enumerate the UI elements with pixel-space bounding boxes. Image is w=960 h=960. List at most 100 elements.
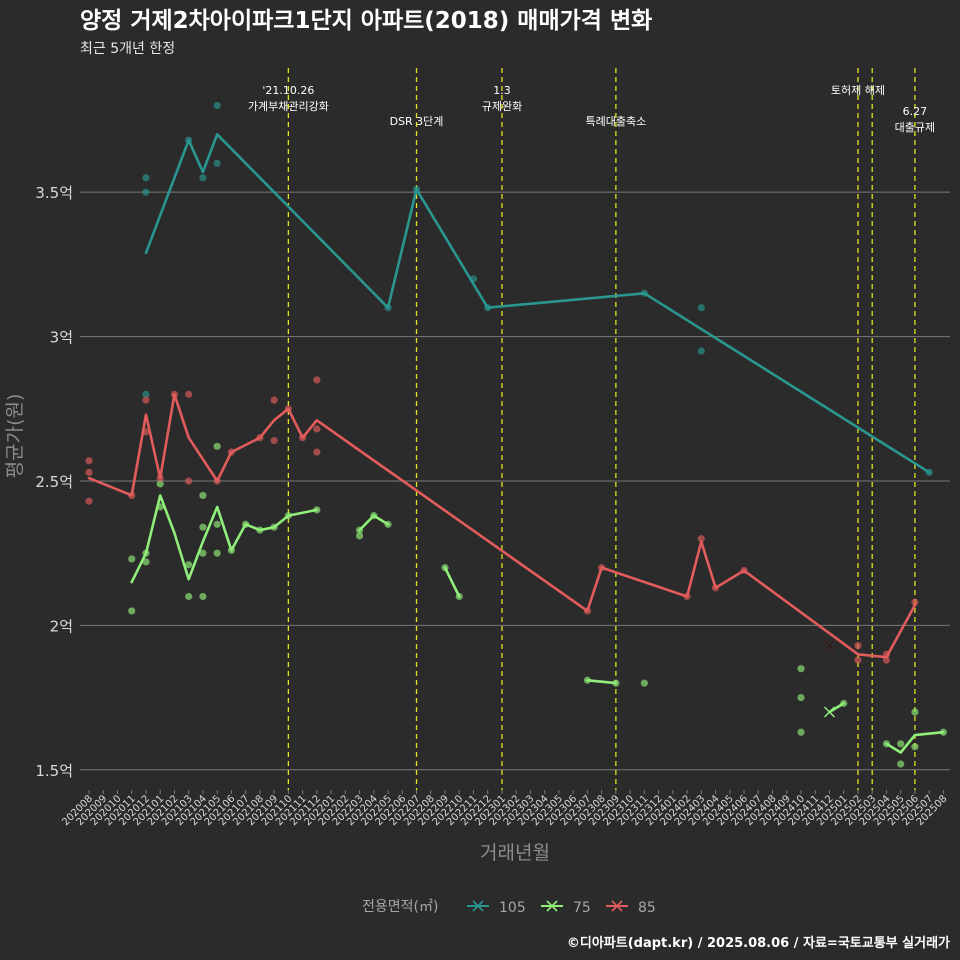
- event-label: DSR 3단계: [390, 115, 444, 128]
- series-85-point: [185, 477, 193, 485]
- series-105-point: [640, 289, 648, 297]
- series-75-point: [227, 546, 235, 554]
- series-75-point: [213, 520, 221, 528]
- series-105-point: [469, 275, 478, 283]
- caption: ©디아파트(dapt.kr) / 2025.08.06 / 자료=국토교통부 실…: [567, 935, 950, 951]
- chart-title: 양정 거제2차아이파크1단지 아파트(2018) 매매가격 변화: [80, 8, 652, 34]
- series-85-point: [598, 564, 606, 572]
- y-tick-label: 1.5억: [35, 762, 73, 780]
- series-85-point: [85, 457, 93, 465]
- series-75-point: [270, 523, 278, 531]
- y-axis-ticks: 1.5억 2억 2.5억 3억 3.5억: [35, 184, 73, 780]
- series-85-point: [313, 425, 321, 433]
- legend-key-85: [611, 900, 623, 912]
- event-label: 가계부채관리강화: [248, 100, 329, 113]
- series-85-point: [213, 477, 221, 485]
- series-85-point: [270, 436, 278, 445]
- legend-title: 전용면적(㎡): [362, 899, 438, 915]
- series-105-point: [412, 185, 421, 193]
- series-75-point: [355, 526, 364, 534]
- event-label: 1.3: [493, 84, 511, 97]
- series-75-point: [199, 549, 207, 557]
- series-75-point: [583, 676, 592, 684]
- series-85-point: [156, 474, 164, 482]
- event-label: 6.27: [903, 105, 928, 118]
- series-75-point: [256, 526, 264, 534]
- event-label: '21.10.26: [262, 84, 314, 97]
- series-75-point: [911, 743, 919, 751]
- series-75-point: [911, 708, 919, 716]
- series-85-point: [284, 405, 292, 413]
- series-75-line: [885, 730, 945, 754]
- y-tick-label: 2억: [50, 617, 73, 635]
- legend-label-105: 105: [499, 900, 526, 916]
- series-85-line: [87, 392, 917, 659]
- y-tick-label: 2.5억: [35, 473, 73, 491]
- series-75-point: [199, 592, 207, 601]
- series-105-point: [185, 136, 193, 144]
- series-75-point: [939, 728, 948, 736]
- series-75-point: [156, 503, 164, 511]
- series-75-point: [897, 760, 905, 768]
- series-75-point: [284, 512, 292, 520]
- legend-label-75: 75: [573, 900, 591, 916]
- legend-key-75: [546, 900, 558, 912]
- series-85-x-marker: [824, 640, 835, 652]
- series-75-point: [156, 480, 164, 488]
- series-75-point: [213, 549, 221, 557]
- series-85-point: [313, 448, 321, 456]
- series-75-point: [355, 532, 364, 540]
- series-75-point: [797, 728, 805, 736]
- y-axis-title: 평균가(원): [4, 394, 26, 479]
- series-85-point: [882, 650, 891, 658]
- series-75-point: [142, 549, 150, 557]
- x-axis-ticks: 2020082020092020102020112020122021012021…: [60, 790, 950, 828]
- series-75-point: [640, 679, 648, 687]
- series-75-point: [313, 506, 321, 514]
- grid-layer: [80, 191, 950, 771]
- series-75-point: [882, 740, 891, 748]
- series-75-x-marker: [823, 706, 836, 718]
- series-75-point: [242, 520, 250, 528]
- series-85-point: [170, 390, 179, 398]
- legend-key-105: [472, 900, 484, 912]
- event-label: 대출규제: [895, 121, 935, 134]
- event-label: 규제완화: [482, 100, 522, 113]
- series-105-line: [144, 133, 931, 474]
- series-85-point: [882, 656, 891, 664]
- legend: 전용면적(㎡) 105 75 85: [362, 899, 656, 916]
- series-75-point: [840, 699, 848, 707]
- series-75-point: [370, 512, 378, 520]
- series-75-line: [443, 566, 461, 598]
- series-75-point: [384, 520, 392, 528]
- series-85-point: [85, 468, 93, 476]
- series-75-point: [213, 442, 221, 450]
- series-75-line: [586, 678, 618, 685]
- series-75-point: [199, 523, 207, 531]
- series-105-point: [142, 390, 150, 398]
- series-85-point: [697, 535, 705, 543]
- series-105-point: [142, 188, 150, 196]
- series-85-point: [854, 642, 862, 650]
- series-75-point: [441, 564, 449, 572]
- y-tick-label: 3억: [50, 329, 73, 347]
- series-105-point: [697, 304, 705, 312]
- series-105-point: [213, 101, 221, 110]
- series-75-point: [897, 740, 905, 748]
- series-85-point: [256, 434, 264, 442]
- series-105-point: [484, 304, 492, 312]
- series-85-point: [227, 448, 235, 456]
- series-85-point: [711, 584, 720, 592]
- chart-subtitle: 최근 5개년 한정: [80, 41, 175, 57]
- series-105-point: [199, 174, 207, 182]
- series-85-point: [911, 598, 919, 606]
- series-85-point: [128, 491, 136, 500]
- event-label: 토허제 해제: [831, 83, 885, 97]
- x-axis-title: 거래년월: [480, 842, 550, 864]
- series-85-point: [185, 390, 193, 398]
- series-105-point: [697, 347, 705, 355]
- series-105-point: [213, 159, 221, 167]
- series-85-point: [270, 396, 278, 404]
